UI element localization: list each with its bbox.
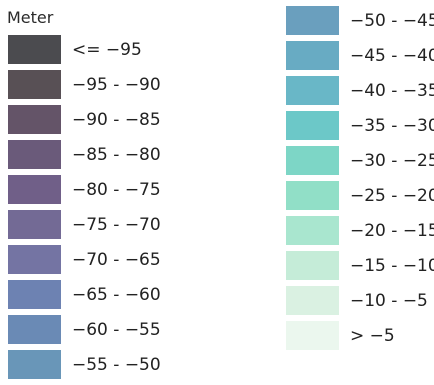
legend-label: <= −95 (72, 40, 142, 60)
legend-swatch (8, 245, 61, 274)
legend-label: −55 - −50 (72, 355, 161, 375)
legend-swatch (8, 280, 61, 309)
legend-label: −35 - −30 (350, 116, 434, 136)
legend-swatch (286, 146, 339, 175)
legend-label: −90 - −85 (72, 110, 161, 130)
legend-label: −15 - −10 (350, 256, 434, 276)
legend-swatch (8, 105, 61, 134)
legend-label: > −5 (350, 326, 395, 346)
legend-label: −45 - −40 (350, 46, 434, 66)
legend-swatch (286, 76, 339, 105)
legend-label: −85 - −80 (72, 145, 161, 165)
legend-label: −80 - −75 (72, 180, 161, 200)
legend-swatch (8, 70, 61, 99)
legend-label: −10 - −5 (350, 291, 428, 311)
legend-swatch (8, 350, 61, 379)
legend-swatch (8, 140, 61, 169)
legend-label: −40 - −35 (350, 81, 434, 101)
legend-swatch (286, 216, 339, 245)
legend-swatch (286, 321, 339, 350)
legend-swatch (8, 35, 61, 64)
legend-label: −75 - −70 (72, 215, 161, 235)
legend-label: −25 - −20 (350, 186, 434, 206)
legend-label: −95 - −90 (72, 75, 161, 95)
legend-label: −60 - −55 (72, 320, 161, 340)
legend-swatch (8, 315, 61, 344)
legend-label: −50 - −45 (350, 11, 434, 31)
legend-swatch (286, 111, 339, 140)
legend-label: −70 - −65 (72, 250, 161, 270)
legend-swatch (286, 251, 339, 280)
legend-swatch (8, 175, 61, 204)
legend-swatch (286, 181, 339, 210)
legend-swatch (8, 210, 61, 239)
legend-label: −30 - −25 (350, 151, 434, 171)
legend-label: −65 - −60 (72, 285, 161, 305)
legend-label: −20 - −15 (350, 221, 434, 241)
legend-swatch (286, 41, 339, 70)
legend-swatch (286, 6, 339, 35)
legend-title: Meter (7, 8, 54, 27)
legend-swatch (286, 286, 339, 315)
